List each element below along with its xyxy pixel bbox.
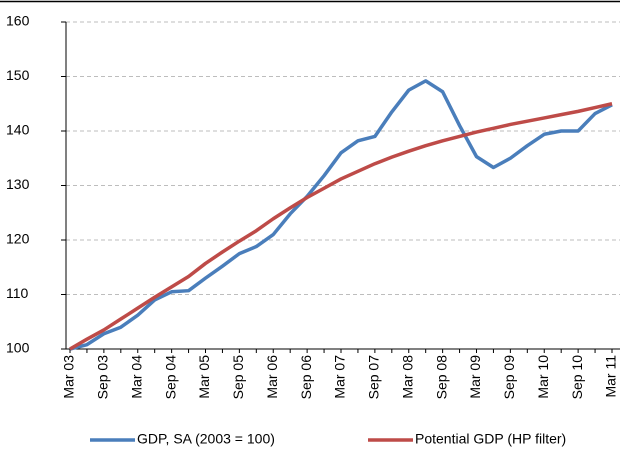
x-tick-label: Sep 10 [569,355,585,400]
x-tick-label: Sep 07 [366,355,382,400]
x-tick-label: Mar 07 [332,355,348,399]
x-tick-label: Mar 04 [128,355,144,399]
x-tick-label: Mar 06 [264,355,280,399]
x-tick-label: Sep 03 [95,355,111,400]
x-tick-label: Sep 06 [298,355,314,400]
x-tick-label: Mar 05 [196,355,212,399]
x-tick-label: Sep 05 [230,355,246,400]
series-line [69,79,613,351]
legend-label: GDP, SA (2003 = 100) [137,431,275,447]
y-tick-label: 150 [6,67,30,83]
legend-label: Potential GDP (HP filter) [415,431,566,447]
y-tick-label: 160 [6,13,30,29]
x-tick-label: Sep 04 [162,355,178,400]
x-tick-label: Mar 09 [467,355,483,399]
x-tick-label: Mar 03 [61,355,77,399]
series-line [69,102,613,351]
x-tick-label: Sep 09 [501,355,517,400]
y-tick-label: 130 [6,176,30,192]
x-tick-label: Mar 11 [603,355,619,398]
x-tick-label: Mar 10 [535,355,551,399]
x-tick-label: Mar 08 [399,355,415,399]
x-tick-label: Sep 08 [433,355,449,400]
y-tick-label: 110 [6,285,29,301]
y-tick-label: 140 [6,122,30,138]
y-tick-label: 100 [6,340,30,356]
y-tick-label: 120 [6,231,30,247]
